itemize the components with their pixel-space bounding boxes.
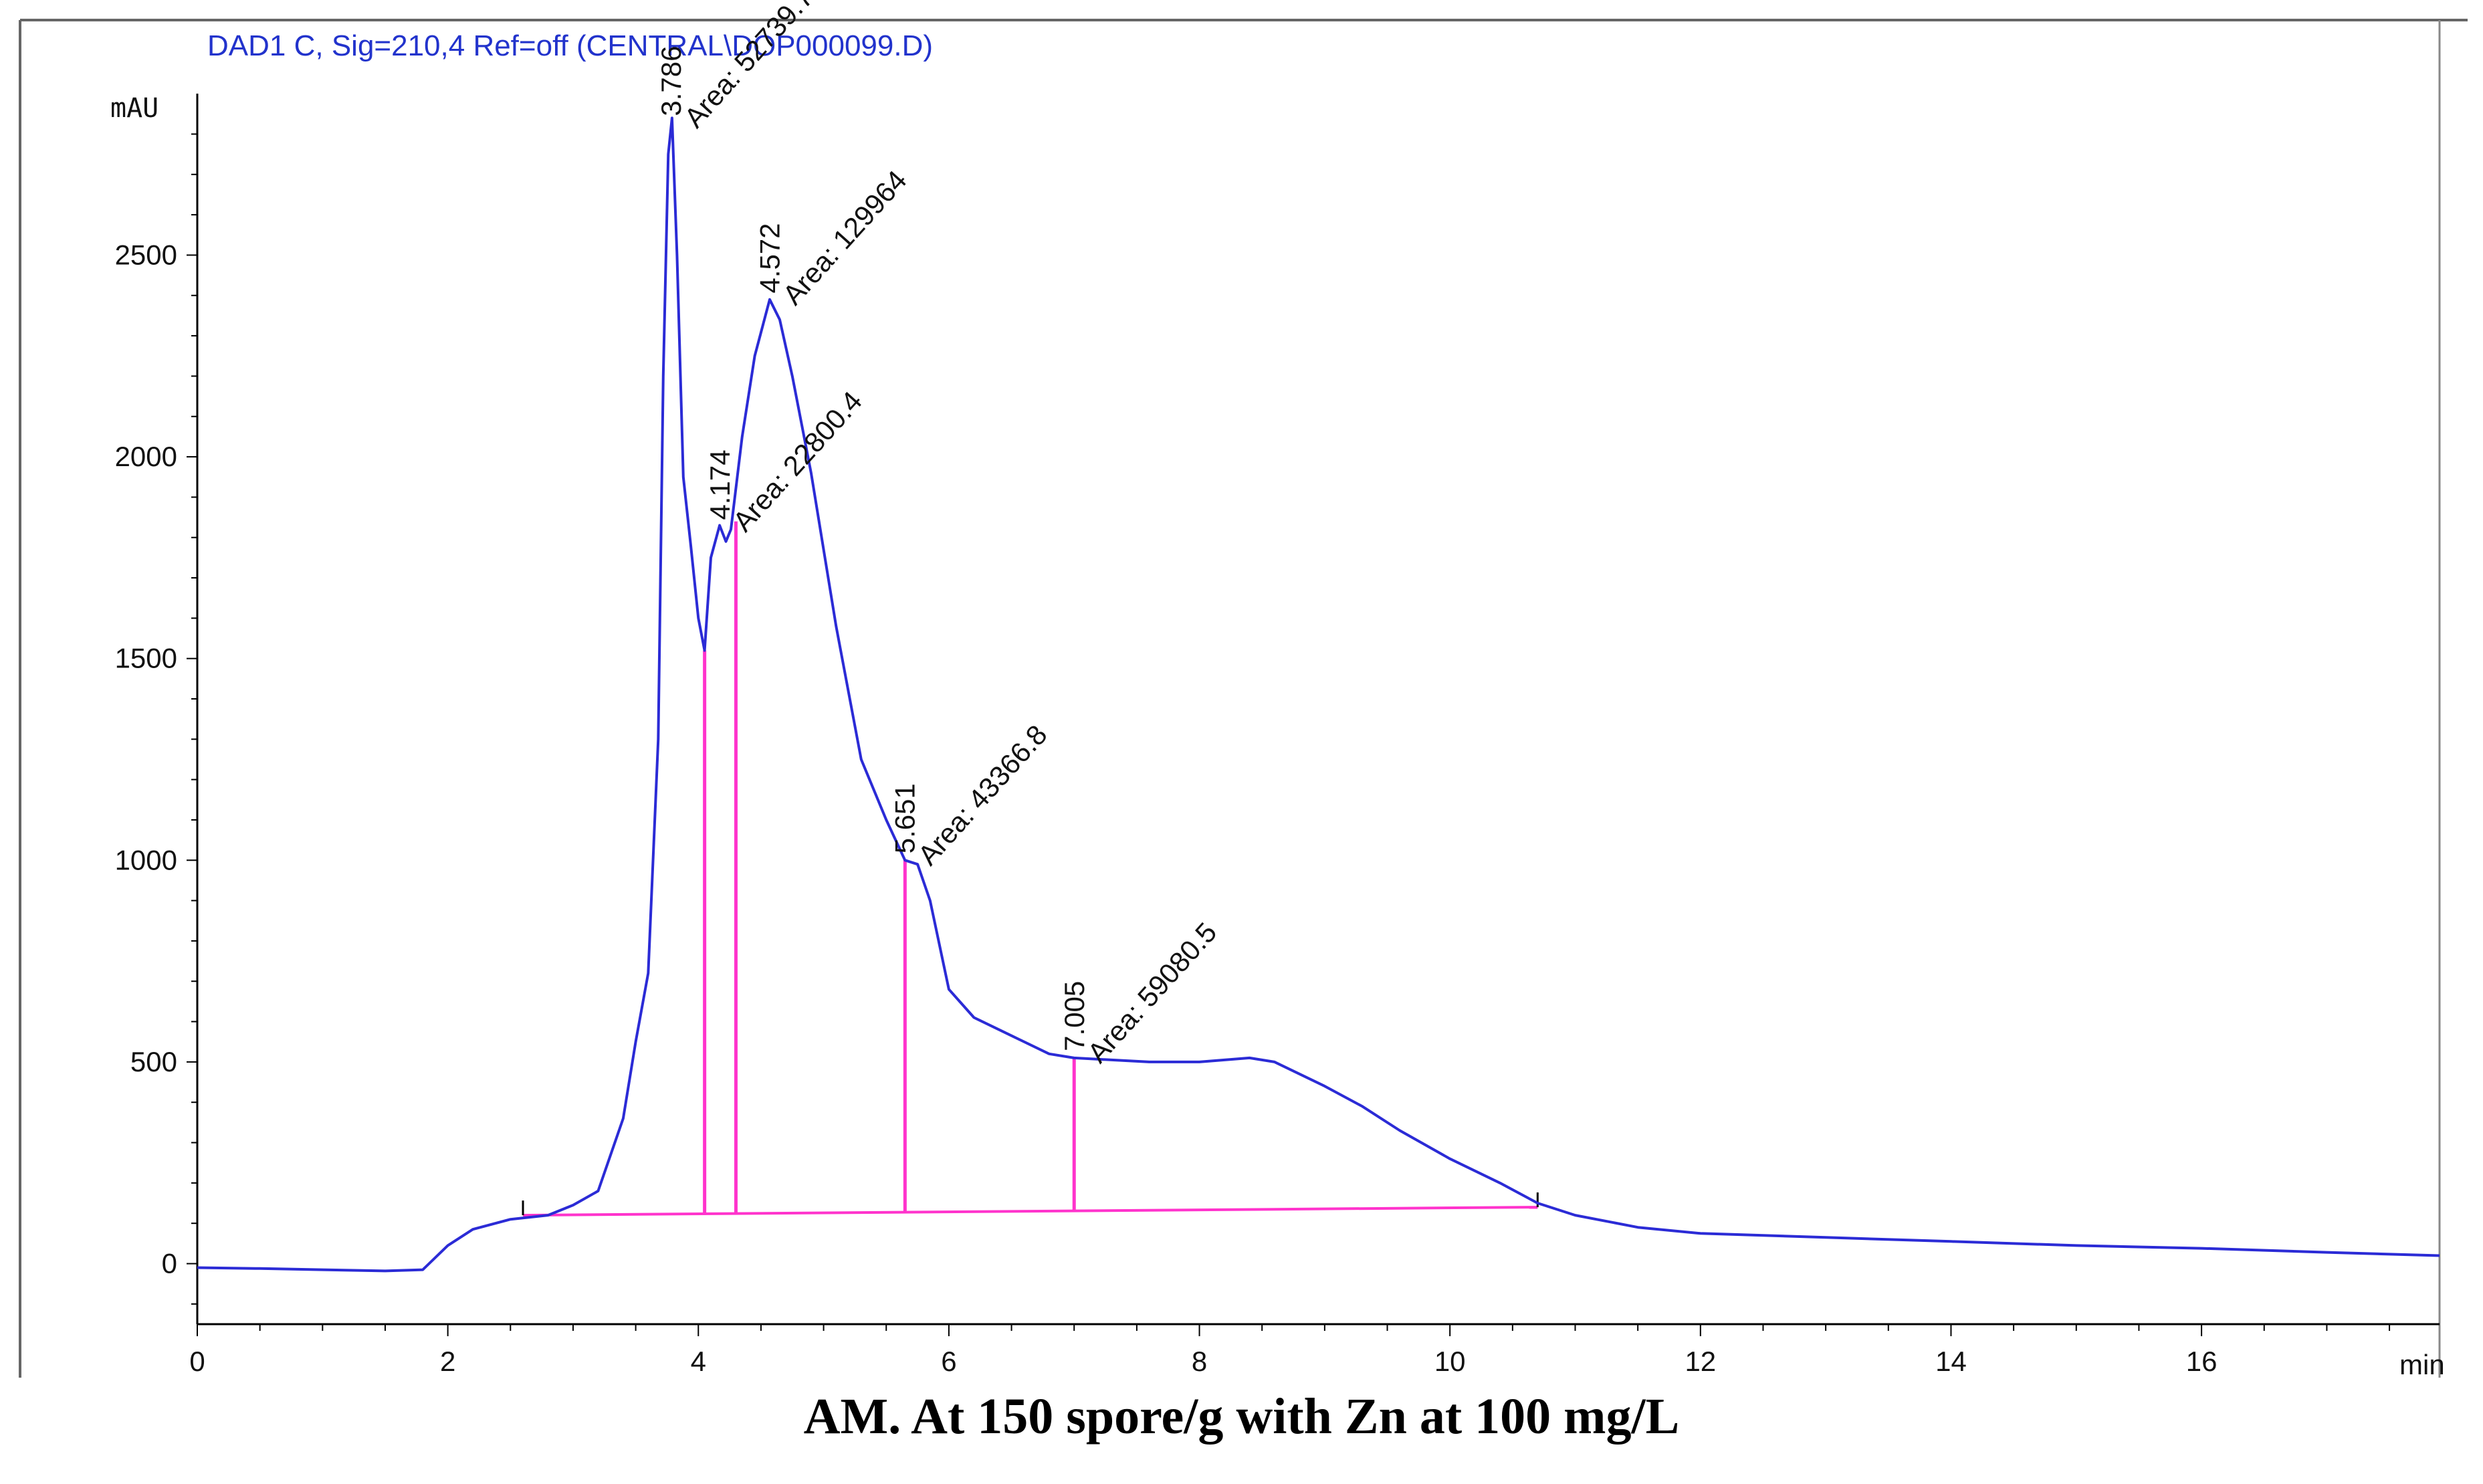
peak-drop-lines: [703, 521, 1076, 1214]
peak-rt-label: 5.651: [889, 783, 921, 853]
y-tick-label: 1000: [115, 844, 177, 875]
peak-rt-label: 7.005: [1059, 981, 1090, 1051]
x-axis-ticks: 0 2 4 6 8 10 12 14 16: [189, 1324, 2391, 1377]
signal-line: [197, 116, 2440, 1273]
y-tick-label: 1500: [115, 643, 177, 674]
peak-rt-label: 4.572: [754, 223, 785, 293]
y-tick-label: 0: [162, 1248, 177, 1279]
y-axis-unit: mAU: [110, 93, 158, 124]
y-axis-ticks: 0 500 1000 1500 2000 2500: [115, 133, 197, 1305]
peak-rt-label: 4.174: [704, 449, 736, 520]
baseline: [522, 1192, 1539, 1217]
chromatogram-chart: DAD1 C, Sig=210,4 Ref=off (CENTRAL\DOP00…: [19, 0, 2468, 1378]
x-tick-label: 10: [1434, 1346, 1466, 1377]
figure-caption: AM. At 150 spore/g with Zn at 100 mg/L: [803, 1388, 1680, 1445]
signal-title: DAD1 C, Sig=210,4 Ref=off (CENTRAL\DOP00…: [207, 29, 933, 62]
peak-area-label: Area: 129964: [776, 165, 913, 311]
integration-baseline: [523, 1206, 1538, 1217]
x-tick-label: 0: [189, 1346, 205, 1377]
x-tick-label: 12: [1685, 1346, 1716, 1377]
y-tick-label: 2500: [115, 239, 177, 270]
signal-trace: [197, 116, 2440, 1273]
y-tick-label: 2000: [115, 441, 177, 472]
peak-area-label: Area: 43366.8: [911, 719, 1053, 871]
plot-frame: [19, 19, 2468, 1378]
x-tick-label: 14: [1935, 1346, 1967, 1377]
x-tick-label: 16: [2186, 1346, 2218, 1377]
x-axis-unit: min: [2399, 1349, 2445, 1378]
x-tick-label: 4: [691, 1346, 706, 1377]
axes: [196, 94, 2440, 1326]
x-tick-label: 6: [941, 1346, 956, 1377]
y-tick-label: 500: [130, 1046, 177, 1077]
x-tick-label: 8: [1192, 1346, 1207, 1377]
x-tick-label: 2: [440, 1346, 455, 1377]
peak-rt-label: 3.786: [655, 45, 687, 116]
peak-area-label: Area: 59080.5: [1081, 916, 1222, 1069]
